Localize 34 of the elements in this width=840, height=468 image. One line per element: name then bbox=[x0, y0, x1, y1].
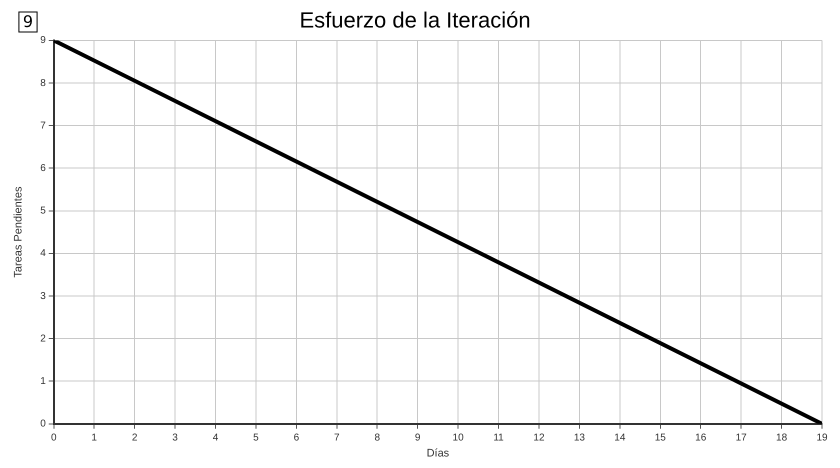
y-tick-label: 9 bbox=[40, 35, 46, 46]
chart-title: Esfuerzo de la Iteración bbox=[299, 7, 531, 32]
x-tick-label: 4 bbox=[212, 432, 219, 444]
x-tick-label: 15 bbox=[654, 432, 666, 444]
x-tick-label: 16 bbox=[695, 432, 707, 444]
x-tick-label: 2 bbox=[132, 432, 138, 444]
x-tick-label: 13 bbox=[574, 432, 586, 444]
x-tick-label: 19 bbox=[816, 432, 828, 444]
text: 9 bbox=[22, 12, 34, 32]
y-tick-label: 5 bbox=[40, 206, 46, 217]
y-tick-label: 1 bbox=[40, 376, 46, 387]
y-tick-label: 7 bbox=[40, 120, 46, 132]
x-tick-label: 8 bbox=[374, 432, 380, 444]
x-tick-label: 0 bbox=[50, 432, 57, 444]
y-tick-label: 2 bbox=[40, 333, 46, 344]
x-tick-label: 17 bbox=[736, 432, 748, 444]
x-tick-label: 9 bbox=[414, 432, 421, 444]
y-tick-label: 4 bbox=[40, 248, 46, 260]
y-tick-label: 3 bbox=[40, 290, 46, 302]
x-tick-label: 1 bbox=[91, 432, 98, 444]
x-tick-label: 12 bbox=[533, 432, 545, 444]
y-tick-label: 8 bbox=[40, 78, 46, 89]
x-tick-label: 7 bbox=[334, 432, 340, 444]
x-tick-label: 11 bbox=[493, 432, 504, 444]
y-tick-label: 6 bbox=[40, 162, 46, 174]
x-tick-label: 18 bbox=[776, 432, 788, 444]
x-tick-label: 3 bbox=[172, 432, 178, 444]
x-tick-label: 10 bbox=[452, 432, 464, 444]
x-tick-label: 5 bbox=[253, 432, 260, 444]
x-tick-label: 6 bbox=[294, 432, 300, 444]
y-tick-label: 0 bbox=[40, 418, 46, 430]
x-tick-label: 14 bbox=[614, 432, 626, 444]
x-axis-title: Días bbox=[426, 447, 450, 460]
y-axis-title: Tareas Pendientes bbox=[12, 186, 25, 278]
